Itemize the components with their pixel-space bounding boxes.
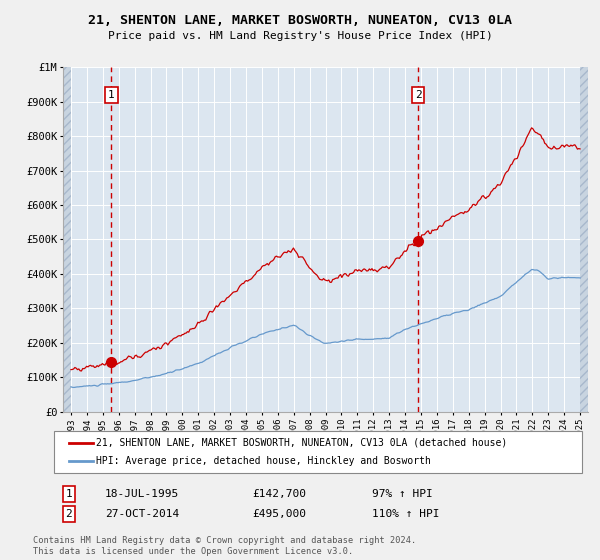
Text: 27-OCT-2014: 27-OCT-2014 bbox=[105, 509, 179, 519]
Text: 2: 2 bbox=[415, 90, 421, 100]
Text: HPI: Average price, detached house, Hinckley and Bosworth: HPI: Average price, detached house, Hinc… bbox=[96, 456, 431, 466]
Text: 18-JUL-1995: 18-JUL-1995 bbox=[105, 489, 179, 499]
Bar bbox=[63, 67, 71, 412]
Bar bbox=[580, 67, 588, 412]
Text: £495,000: £495,000 bbox=[252, 509, 306, 519]
Text: 1: 1 bbox=[108, 90, 115, 100]
Text: 2: 2 bbox=[65, 509, 73, 519]
Text: 110% ↑ HPI: 110% ↑ HPI bbox=[372, 509, 439, 519]
Text: 1: 1 bbox=[65, 489, 73, 499]
Text: 97% ↑ HPI: 97% ↑ HPI bbox=[372, 489, 433, 499]
Text: 21, SHENTON LANE, MARKET BOSWORTH, NUNEATON, CV13 0LA (detached house): 21, SHENTON LANE, MARKET BOSWORTH, NUNEA… bbox=[96, 438, 507, 448]
Text: Price paid vs. HM Land Registry's House Price Index (HPI): Price paid vs. HM Land Registry's House … bbox=[107, 31, 493, 41]
Text: 21, SHENTON LANE, MARKET BOSWORTH, NUNEATON, CV13 0LA: 21, SHENTON LANE, MARKET BOSWORTH, NUNEA… bbox=[88, 14, 512, 27]
Text: £142,700: £142,700 bbox=[252, 489, 306, 499]
Text: Contains HM Land Registry data © Crown copyright and database right 2024.
This d: Contains HM Land Registry data © Crown c… bbox=[33, 536, 416, 556]
